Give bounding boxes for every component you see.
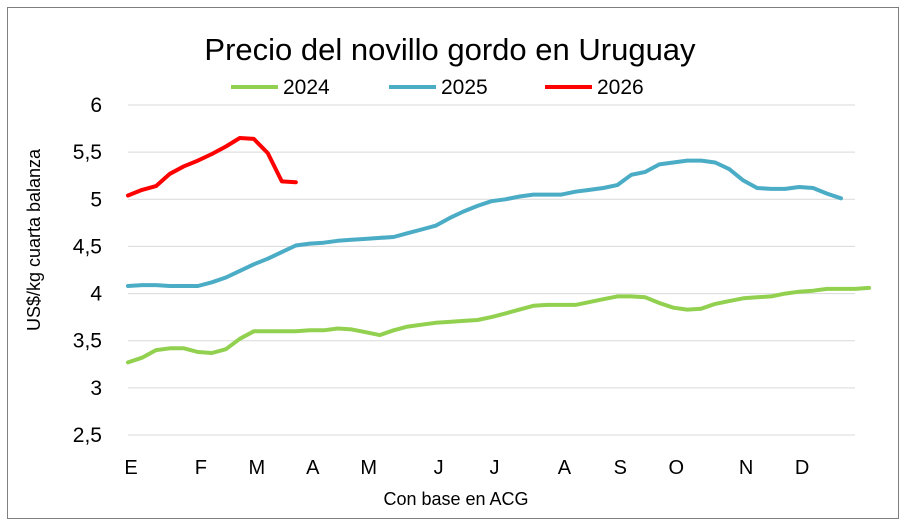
chart-frame — [7, 7, 899, 519]
legend-item-2025[interactable]: 2025 — [389, 76, 488, 99]
y-tick-label: 4 — [90, 283, 102, 306]
legend-item-2026[interactable]: 2026 — [545, 76, 644, 99]
x-tick-label: J — [434, 457, 444, 479]
legend-item-2024[interactable]: 2024 — [231, 76, 330, 99]
y-tick-label: 4,5 — [73, 235, 102, 258]
series-line-2025 — [126, 158, 843, 288]
x-tick-label: F — [195, 457, 207, 479]
series-line-2024 — [126, 285, 871, 365]
x-axis-title: Con base en ACG — [383, 489, 528, 509]
y-tick-label: 6 — [90, 94, 102, 117]
series-lines — [126, 136, 871, 365]
y-tick-label: 2,5 — [73, 424, 102, 447]
y-tick-label: 5 — [90, 188, 102, 211]
x-tick-label: N — [739, 457, 753, 479]
x-tick-label: M — [360, 457, 377, 479]
y-tick-label: 3 — [90, 377, 102, 400]
legend-label-2024: 2024 — [283, 76, 330, 99]
y-tick-label: 5,5 — [73, 141, 102, 164]
legend-label-2025: 2025 — [441, 76, 488, 99]
legend: 2024 2025 2026 — [231, 76, 644, 99]
series-line-2026 — [126, 136, 298, 198]
chart-title: Precio del novillo gordo en Uruguay — [204, 32, 696, 67]
legend-label-2026: 2026 — [597, 76, 644, 99]
x-tick-label: E — [124, 457, 137, 479]
x-tick-label: S — [614, 457, 627, 479]
x-tick-label: M — [248, 457, 265, 479]
x-tick-label: D — [795, 457, 809, 479]
x-tick-label: J — [490, 457, 500, 479]
y-tick-label: 3,5 — [73, 330, 102, 353]
y-axis-ticks: 2,5 3 3,5 4 4,5 5 5,5 6 — [73, 94, 103, 447]
x-tick-label: A — [306, 457, 320, 479]
y-axis-title: US$/kg cuarta balanza — [24, 148, 44, 331]
x-tick-label: O — [668, 457, 684, 479]
x-tick-label: A — [558, 457, 572, 479]
